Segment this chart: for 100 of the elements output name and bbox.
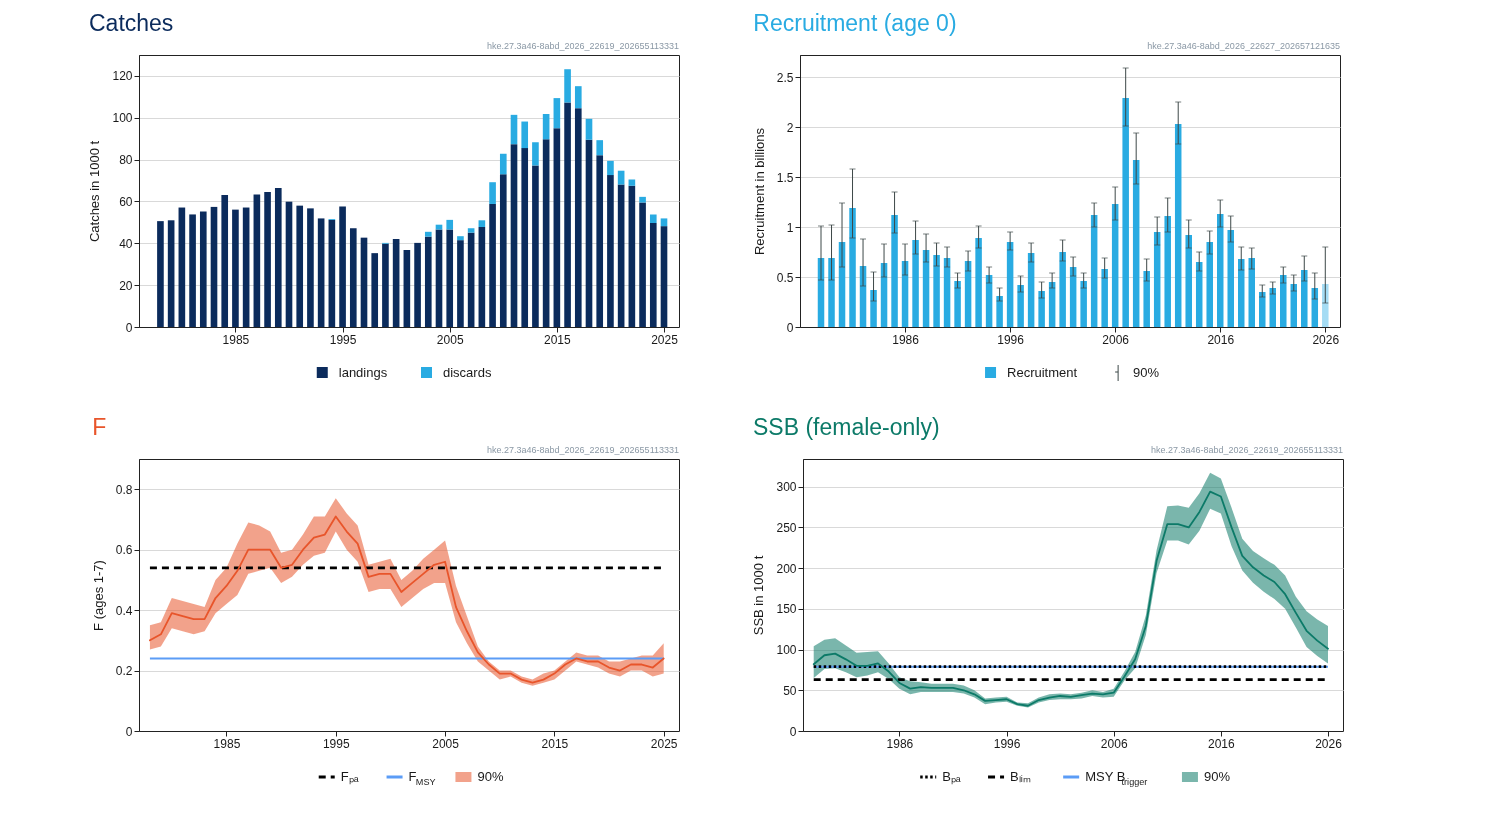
- y-tick-label: 0: [789, 724, 797, 739]
- bar: [964, 261, 972, 327]
- bar: [639, 202, 646, 327]
- y-tick-label: 150: [776, 602, 797, 617]
- x-tick-label: 2016: [1207, 332, 1235, 347]
- x-tick-label: 2016: [1208, 736, 1236, 751]
- x-tick-label: 2025: [651, 332, 679, 347]
- x-tick-label: 1985: [222, 332, 250, 347]
- bar: [457, 236, 464, 241]
- bar: [1206, 242, 1213, 327]
- bar: [446, 229, 454, 327]
- bar: [628, 185, 636, 327]
- bar: [975, 238, 982, 327]
- bar: [1006, 242, 1014, 327]
- bar: [1017, 285, 1024, 327]
- bar: [564, 69, 571, 103]
- x-tick-label: 2006: [1100, 736, 1128, 751]
- y-tick-label: 60: [119, 194, 133, 209]
- chart-title: F: [92, 414, 107, 440]
- x-tick-label: 2026: [1312, 332, 1340, 347]
- bar: [649, 214, 657, 224]
- y-tick-label: 300: [776, 480, 797, 495]
- bar: [542, 139, 550, 327]
- x-tick-label: 2015: [541, 736, 569, 751]
- bar: [199, 211, 207, 327]
- y-tick-label: 50: [783, 683, 797, 698]
- bar: [424, 231, 432, 237]
- bar: [1195, 262, 1203, 327]
- y-axis-title: Recruitment in billions: [751, 127, 767, 256]
- y-tick-label: 0.8: [115, 482, 133, 497]
- legend-label: discards: [443, 365, 492, 380]
- bar: [274, 188, 282, 327]
- y-tick-label: 0.4: [115, 603, 133, 618]
- bar: [891, 215, 898, 327]
- bar: [1048, 282, 1056, 327]
- bar: [478, 226, 486, 327]
- x-tick-label: 1995: [322, 736, 350, 751]
- bar: [870, 290, 877, 327]
- x-tick-label: 2015: [544, 332, 572, 347]
- bar: [489, 182, 496, 204]
- bar: [1290, 284, 1298, 327]
- bar: [585, 139, 593, 327]
- bar: [532, 142, 539, 166]
- y-tick-label: 40: [119, 236, 133, 251]
- bar: [1132, 160, 1140, 327]
- y-tick-label: 0: [125, 724, 133, 739]
- bar: [574, 86, 582, 109]
- x-tick-label: 1996: [997, 332, 1025, 347]
- y-axis-title: SSB in 1000 t: [751, 555, 767, 636]
- bar: [553, 128, 561, 327]
- y-tick-label: 250: [776, 520, 797, 535]
- x-tick-label: 2026: [1315, 736, 1343, 751]
- bar: [628, 179, 636, 186]
- bar: [296, 205, 304, 327]
- bar: [1080, 281, 1087, 327]
- x-tick-label: 2005: [432, 736, 460, 751]
- bar: [489, 203, 496, 327]
- bar: [307, 208, 314, 327]
- y-tick-label: 1.5: [776, 170, 794, 185]
- bar: [424, 236, 432, 327]
- text: 90%: [1133, 365, 1160, 380]
- bar: [596, 140, 604, 156]
- x-tick-label: 2025: [650, 736, 678, 751]
- chart-title: Catches: [88, 10, 174, 36]
- bar: [933, 255, 940, 327]
- y-tick-label: 1: [786, 220, 794, 235]
- bar: [1164, 216, 1171, 327]
- bar: [510, 144, 518, 327]
- bar: [1259, 292, 1266, 327]
- bar: [189, 214, 196, 327]
- bar: [499, 174, 507, 327]
- bar: [414, 242, 421, 327]
- bar: [828, 258, 835, 327]
- bar: [607, 175, 614, 327]
- y-tick-label: 100: [112, 111, 133, 126]
- bar: [1280, 275, 1287, 327]
- y-tick-label: 0.5: [776, 270, 794, 285]
- text: hke.27.3a46-8abd_2026_22627_202657121635: [1147, 41, 1340, 51]
- bar: [178, 207, 186, 327]
- bar: [1153, 232, 1161, 327]
- legend-label: Fₚₐ: [340, 769, 359, 785]
- bar: [349, 228, 357, 327]
- bar: [499, 153, 507, 175]
- bar: [1059, 252, 1066, 327]
- bar: [649, 223, 657, 327]
- chart-title: SSB (female-only): [752, 414, 940, 440]
- bar: [521, 148, 529, 327]
- bar: [232, 209, 239, 327]
- bar: [467, 232, 475, 327]
- bar: [617, 184, 625, 327]
- bar: [585, 118, 593, 140]
- bar: [639, 196, 646, 203]
- bar: [392, 238, 400, 327]
- bar: [849, 208, 856, 327]
- bar: [617, 170, 625, 185]
- legend-label: 90%: [477, 769, 504, 784]
- text: hke.27.3a46-8abd_2026_22619_202655113331: [486, 445, 679, 455]
- bar: [1174, 124, 1182, 327]
- y-axis-title: Catches in 1000 t: [87, 140, 103, 243]
- x-tick-label: 1986: [892, 332, 920, 347]
